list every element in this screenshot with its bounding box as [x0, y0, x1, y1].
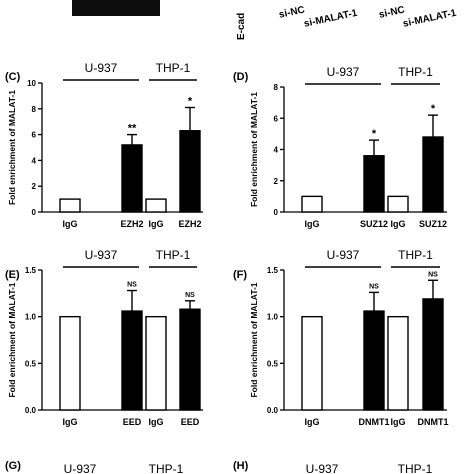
- panel-f-bar-0-0: [301, 315, 323, 411]
- panel-d-x-label-1-1: SUZ12: [419, 219, 447, 229]
- panel-d-group-label-1: THP-1: [398, 65, 433, 79]
- panel-d-bar-0-1: [363, 155, 385, 213]
- panel-f-x-label-0-0: IgG: [305, 417, 320, 427]
- panel-c-significance-1: *: [188, 96, 193, 108]
- panel-e-x-label-1-0: IgG: [149, 417, 164, 427]
- panel-f-y-tick-label-3: 1.5: [267, 266, 279, 275]
- panel-f-group-label-1: THP-1: [398, 248, 433, 262]
- panel-d-x-label-1-0: IgG: [391, 219, 406, 229]
- panel-c-bar-1-1: [179, 130, 201, 213]
- panel-c-letter: (C): [5, 71, 21, 83]
- panel-e-y-tick-label-1: 0.5: [25, 359, 37, 368]
- panel-e-bar-0-0: [59, 315, 81, 411]
- gel-image-strip: [72, 0, 160, 16]
- panel-h-group-label-1: THP-1: [398, 462, 433, 474]
- panel-g-group-label-1: THP-1: [149, 462, 184, 474]
- panel-e-bar-1-0: [145, 315, 167, 411]
- panel-c-group-label-1: THP-1: [156, 61, 191, 75]
- panel-d-bar-1-0: [387, 195, 409, 213]
- panel-f-bar-1-1: [422, 298, 444, 411]
- panel-f-x-label-1-1: DNMT1: [418, 417, 449, 427]
- panel-d-group-label-0: U-937: [327, 65, 360, 79]
- panel-e-significance-1: NS: [185, 292, 195, 299]
- panel-e-x-label-0-1: EED: [123, 417, 142, 427]
- panel-e-bar-0-1: [121, 310, 143, 411]
- panel-c-y-tick-label-5: 10: [27, 79, 36, 88]
- panel-d-bar-1-1: [422, 136, 444, 213]
- panel-f-significance-0: NS: [369, 283, 379, 290]
- panel-d-significance-0: *: [372, 128, 377, 140]
- panel-e-group-label-0: U-937: [85, 248, 118, 262]
- panel-f-group-label-0: U-937: [327, 248, 360, 262]
- panel-e-y-tick-label-2: 1.0: [25, 313, 37, 322]
- panel-d-letter: (D): [233, 71, 249, 83]
- panel-d-y-tick-label-3: 6: [274, 114, 279, 123]
- panel-c-y-tick-label-4: 8: [32, 105, 37, 114]
- panel-c-x-label-1-1: EZH2: [178, 219, 201, 229]
- panel-g-group-label-0: U-937: [64, 462, 97, 474]
- panel-f-y-tick-label-2: 1.0: [267, 313, 279, 322]
- panel-f-y-axis-label: Fold enrichment of MALAT-1: [249, 282, 259, 397]
- panel-f-bar-0-1: [363, 310, 385, 411]
- panel-c-group-label-0: U-937: [85, 61, 118, 75]
- panel-c-x-label-0-1: EZH2: [120, 219, 143, 229]
- panel-h-letter: (H): [233, 460, 249, 472]
- panel-c-y-tick-label-3: 6: [32, 131, 37, 140]
- panel-c-y-axis-label: Fold enrichment of MALAT-1: [7, 90, 17, 205]
- panel-f-letter: (F): [233, 269, 247, 281]
- panel-d-y-tick-label-2: 4: [274, 146, 279, 155]
- panel-d-y-tick-label-4: 8: [274, 83, 279, 92]
- panel-c-bar-0-0: [59, 198, 81, 213]
- panel-f-y-tick-label-0: 0.0: [267, 406, 279, 415]
- panel-e-y-tick-label-3: 1.5: [25, 266, 37, 275]
- panel-f-x-label-1-0: IgG: [391, 417, 406, 427]
- panel-e-group-label-1: THP-1: [156, 248, 191, 262]
- panel-g-letter: (G): [5, 460, 21, 472]
- panel-c-bar-1-0: [145, 198, 167, 213]
- panel-d-x-label-0-1: SUZ12: [360, 219, 388, 229]
- panel-c-y-tick-label-0: 0: [32, 208, 37, 217]
- panel-d-bar-0-0: [301, 195, 323, 213]
- panel-f-y-tick-label-1: 0.5: [267, 359, 279, 368]
- panel-c-bar-0-1: [121, 144, 143, 213]
- panel-e-significance-0: NS: [127, 282, 137, 289]
- panel-f-significance-1: NS: [428, 271, 438, 278]
- panel-e-x-label-1-1: EED: [181, 417, 200, 427]
- panel-c-y-tick-label-1: 2: [32, 182, 37, 191]
- panel-d-x-label-0-0: IgG: [305, 219, 320, 229]
- panel-c-significance-0: **: [128, 123, 137, 135]
- panel-c-x-label-0-0: IgG: [63, 219, 78, 229]
- panel-d-y-tick-label-1: 2: [274, 177, 279, 186]
- panel-e-y-axis-label: Fold enrichment of MALAT-1: [7, 282, 17, 397]
- panel-c-y-tick-label-2: 4: [32, 156, 37, 165]
- panel-h-group-label-0: U-937: [306, 462, 339, 474]
- panel-e-y-tick-label-0: 0.0: [25, 406, 37, 415]
- panel-d-y-axis-label: Fold enrichment of MALAT-1: [249, 92, 259, 207]
- panel-e-letter: (E): [5, 269, 20, 281]
- panel-d-significance-1: *: [431, 103, 436, 115]
- panel-e-bar-1-1: [179, 308, 201, 411]
- panel-f-x-label-0-1: DNMT1: [359, 417, 390, 427]
- panel-e-x-label-0-0: IgG: [63, 417, 78, 427]
- panel-c-x-label-1-0: IgG: [149, 219, 164, 229]
- panel-d-y-tick-label-0: 0: [274, 208, 279, 217]
- panel-f-bar-1-0: [387, 315, 409, 411]
